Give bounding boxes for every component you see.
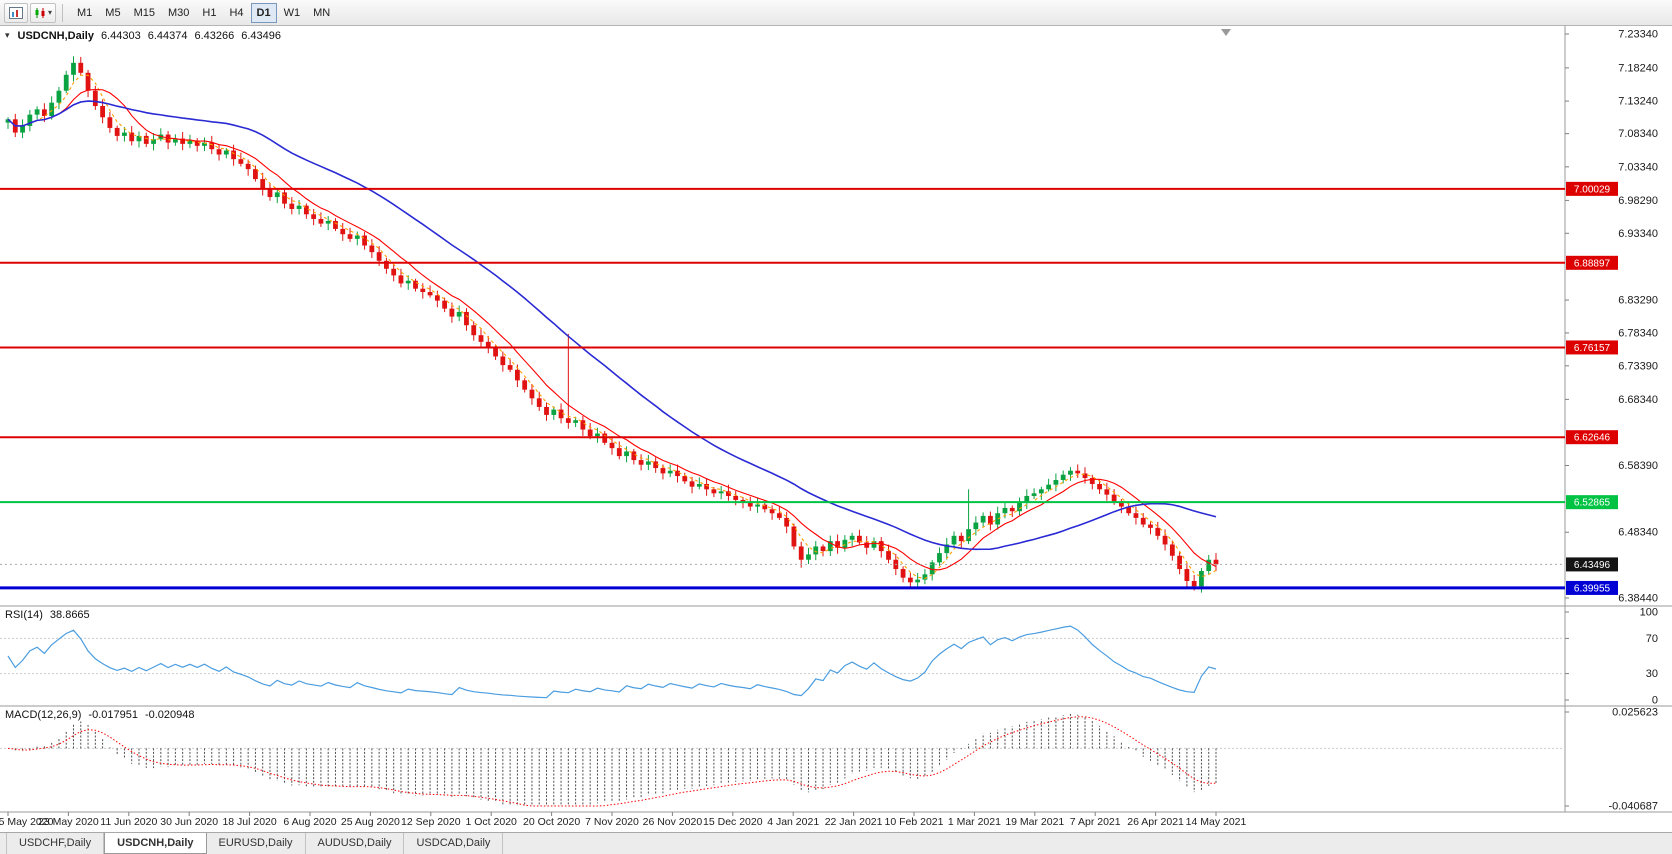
svg-text:14 May 2021: 14 May 2021	[1186, 816, 1247, 828]
svg-text:11 Jun 2020: 11 Jun 2020	[100, 816, 157, 828]
svg-text:25 Aug 2020: 25 Aug 2020	[341, 816, 400, 828]
svg-text:26 Apr 2021: 26 Apr 2021	[1127, 816, 1184, 828]
current-price-marker: 6.43496	[0, 557, 1618, 572]
macd-panel: 0.025623 -0.040687	[0, 707, 1658, 813]
timeframe-button-m15[interactable]: M15	[128, 3, 161, 23]
timeframe-button-h4[interactable]: H4	[223, 3, 249, 23]
svg-text:6.62646: 6.62646	[1574, 433, 1611, 444]
svg-text:20 Oct 2020: 20 Oct 2020	[523, 816, 580, 828]
svg-text:4 Jan 2021: 4 Jan 2021	[767, 816, 819, 828]
svg-text:7.08340: 7.08340	[1618, 128, 1658, 140]
rsi-panel: 100 70 30 0	[0, 607, 1658, 707]
svg-text:7 Nov 2020: 7 Nov 2020	[585, 816, 639, 828]
svg-text:1 Oct 2020: 1 Oct 2020	[466, 816, 518, 828]
svg-text:18 Jul 2020: 18 Jul 2020	[222, 816, 276, 828]
ma-short-dotted	[7, 74, 1217, 580]
ma-slow	[7, 100, 1217, 551]
svg-text:30 Jun 2020: 30 Jun 2020	[160, 816, 218, 828]
candlestick-icon	[35, 7, 45, 18]
svg-text:6.88897: 6.88897	[1574, 258, 1611, 269]
panel-frame	[0, 26, 1672, 813]
svg-text:6.39955: 6.39955	[1574, 583, 1611, 594]
svg-text:30: 30	[1646, 668, 1658, 680]
chart-tab-usdchf[interactable]: USDCHF,Daily	[6, 833, 105, 854]
svg-text:0.025623: 0.025623	[1612, 707, 1658, 719]
svg-text:7.18240: 7.18240	[1618, 62, 1658, 74]
svg-text:70: 70	[1646, 633, 1658, 645]
svg-text:5 May 2020: 5 May 2020	[0, 816, 54, 828]
timeframe-button-m1[interactable]: M1	[71, 3, 98, 23]
timeframe-button-m30[interactable]: M30	[162, 3, 195, 23]
svg-text:6.58390: 6.58390	[1618, 460, 1658, 472]
svg-text:6.38440: 6.38440	[1618, 593, 1658, 605]
chevron-down-icon: ▾	[48, 7, 53, 17]
chart-tab-usdcnh[interactable]: USDCNH,Daily	[104, 833, 207, 854]
svg-text:6.83290: 6.83290	[1618, 295, 1658, 307]
timeframe-button-w1[interactable]: W1	[278, 3, 307, 23]
moving-averages	[7, 74, 1217, 580]
svg-text:12 Sep 2020: 12 Sep 2020	[401, 816, 461, 828]
svg-text:7.23340: 7.23340	[1618, 29, 1658, 41]
candles-layer	[5, 56, 1219, 593]
svg-text:6.93340: 6.93340	[1618, 228, 1658, 240]
timeframe-button-h1[interactable]: H1	[196, 3, 222, 23]
svg-text:6.98290: 6.98290	[1618, 195, 1658, 207]
svg-text:100: 100	[1640, 607, 1658, 619]
svg-text:1 Mar 2021: 1 Mar 2021	[948, 816, 1001, 828]
svg-text:26 Nov 2020: 26 Nov 2020	[643, 816, 703, 828]
chart-canvas[interactable]: 7.23340 7.18240 7.13240 7.08340 7.03340 6.982…	[0, 26, 1672, 832]
timeframe-button-m5[interactable]: M5	[99, 3, 126, 23]
macd-signal-line	[7, 716, 1217, 807]
timeframe-group: M1 M5 M15 M30 H1 H4 D1 W1 MN	[71, 2, 336, 23]
chart-tab-eurusd[interactable]: EURUSD,Daily	[207, 833, 306, 854]
toolbar: ▾ M1 M5 M15 M30 H1 H4 D1 W1 MN	[0, 0, 1672, 26]
svg-text:6.73390: 6.73390	[1618, 360, 1658, 372]
timeframe-button-d1[interactable]: D1	[250, 2, 277, 23]
chart-tab-usdcad[interactable]: USDCAD,Daily	[404, 833, 504, 854]
svg-text:6.48340: 6.48340	[1618, 527, 1658, 539]
rsi-line	[7, 625, 1217, 699]
svg-text:6.52865: 6.52865	[1574, 498, 1611, 509]
price-levels[interactable]: 7.00029 6.88897 6.76157 6.62646 6.52865 6.399…	[0, 181, 1618, 595]
chart-window-icon	[9, 6, 23, 19]
svg-text:10 Feb 2021: 10 Feb 2021	[885, 816, 944, 828]
chart-area: 7.23340 7.18240 7.13240 7.08340 7.03340 6.982…	[0, 26, 1672, 832]
svg-text:15 Dec 2020: 15 Dec 2020	[703, 816, 763, 828]
svg-text:22 Jan 2021: 22 Jan 2021	[825, 816, 883, 828]
svg-text:6.76157: 6.76157	[1574, 343, 1611, 354]
svg-text:7.13240: 7.13240	[1618, 96, 1658, 108]
svg-text:6.68340: 6.68340	[1618, 394, 1658, 406]
chart-window-button[interactable]	[4, 2, 28, 23]
svg-text:7.00029: 7.00029	[1574, 184, 1611, 195]
chart-tab-audusd[interactable]: AUDUSD,Daily	[306, 833, 405, 854]
chart-shift-marker[interactable]	[1221, 29, 1231, 36]
ma-fast	[7, 89, 1217, 571]
toolbar-separator	[62, 3, 64, 22]
svg-text:19 Mar 2021: 19 Mar 2021	[1005, 816, 1064, 828]
svg-text:6.43496: 6.43496	[1574, 560, 1611, 571]
svg-text:6 Aug 2020: 6 Aug 2020	[283, 816, 336, 828]
svg-text:0: 0	[1652, 695, 1658, 707]
timeframe-button-mn[interactable]: MN	[307, 3, 336, 23]
svg-text:23 May 2020: 23 May 2020	[38, 816, 99, 828]
svg-text:-0.040687: -0.040687	[1608, 801, 1658, 813]
svg-text:6.78340: 6.78340	[1618, 327, 1658, 339]
svg-text:7 Apr 2021: 7 Apr 2021	[1070, 816, 1121, 828]
svg-text:7.03340: 7.03340	[1618, 161, 1658, 173]
chart-type-button[interactable]: ▾	[30, 2, 57, 23]
chart-tab-bar: USDCHF,Daily USDCNH,Daily EURUSD,Daily AUDU…	[0, 832, 1672, 854]
price-axis[interactable]: 7.23340 7.18240 7.13240 7.08340 7.03340 6.982…	[1565, 29, 1658, 605]
